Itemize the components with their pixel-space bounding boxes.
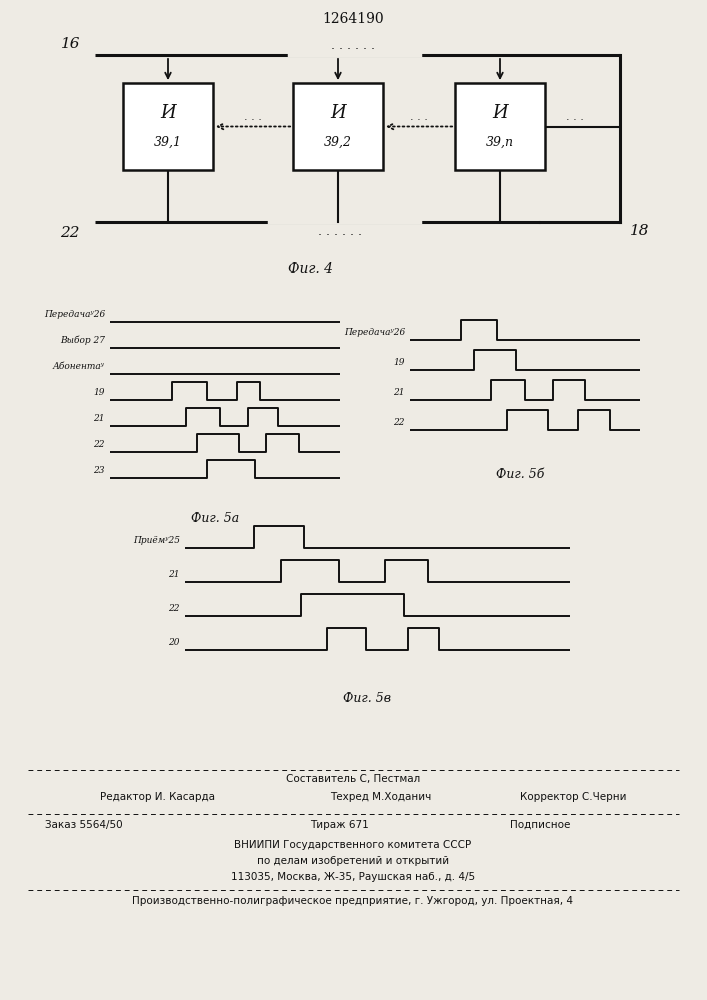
Text: Приёмʸ25: Приёмʸ25	[133, 536, 180, 545]
Text: 113035, Москва, Ж-35, Раушская наб., д. 4/5: 113035, Москва, Ж-35, Раушская наб., д. …	[231, 872, 475, 882]
Text: Заказ 5564/50: Заказ 5564/50	[45, 820, 122, 830]
Text: 23: 23	[93, 466, 105, 475]
Text: . . .: . . .	[410, 112, 428, 122]
Text: Техред М.Ходанич: Техред М.Ходанич	[330, 792, 431, 802]
Text: 20: 20	[168, 638, 180, 647]
Text: Корректор С.Черни: Корректор С.Черни	[520, 792, 626, 802]
Text: Фиг. 5а: Фиг. 5а	[191, 512, 239, 525]
Text: . . .: . . .	[566, 112, 584, 122]
Text: 39,n: 39,n	[486, 136, 514, 149]
Text: Редактор И. Касарда: Редактор И. Касарда	[100, 792, 215, 802]
Bar	[455, 83, 545, 170]
Text: Тираж 671: Тираж 671	[310, 820, 369, 830]
Text: Абонентаʸ: Абонентаʸ	[53, 362, 105, 371]
Text: Фиг. 5б: Фиг. 5б	[496, 468, 544, 481]
Text: И: И	[160, 104, 176, 121]
Text: Составитель С, Пестмал: Составитель С, Пестмал	[286, 774, 420, 784]
Bar	[123, 83, 213, 170]
Text: Фиг. 4: Фиг. 4	[288, 262, 332, 276]
Text: Передачаʸ26: Передачаʸ26	[44, 310, 105, 319]
Text: . . . . . .: . . . . . .	[331, 39, 375, 52]
Text: Подписное: Подписное	[510, 820, 571, 830]
Text: . . .: . . .	[244, 112, 262, 122]
Text: 39,2: 39,2	[324, 136, 352, 149]
Bar	[293, 83, 383, 170]
Text: 16: 16	[61, 37, 80, 51]
Text: И: И	[492, 104, 508, 121]
Text: ВНИИПИ Государственного комитета СССР: ВНИИПИ Государственного комитета СССР	[235, 840, 472, 850]
Text: 21: 21	[93, 414, 105, 423]
Text: 22: 22	[168, 604, 180, 613]
Text: 19: 19	[93, 388, 105, 397]
Text: 19: 19	[394, 358, 405, 367]
Text: 22: 22	[61, 226, 80, 240]
Text: 22: 22	[394, 418, 405, 427]
Text: И: И	[330, 104, 346, 121]
Text: Передачаʸ26: Передачаʸ26	[344, 328, 405, 337]
Text: Производственно-полиграфическое предприятие, г. Ужгород, ул. Проектная, 4: Производственно-полиграфическое предприя…	[132, 896, 573, 906]
Text: 39,1: 39,1	[154, 136, 182, 149]
Text: . . . . . .: . . . . . .	[318, 225, 362, 238]
Text: по делам изобретений и открытий: по делам изобретений и открытий	[257, 856, 449, 866]
Text: 18: 18	[630, 224, 650, 238]
Text: 22: 22	[93, 440, 105, 449]
Text: Фиг. 5в: Фиг. 5в	[343, 692, 391, 705]
Text: Выбор 27: Выбор 27	[60, 336, 105, 345]
Text: 1264190: 1264190	[322, 12, 384, 26]
Text: 21: 21	[394, 388, 405, 397]
Text: 21: 21	[168, 570, 180, 579]
